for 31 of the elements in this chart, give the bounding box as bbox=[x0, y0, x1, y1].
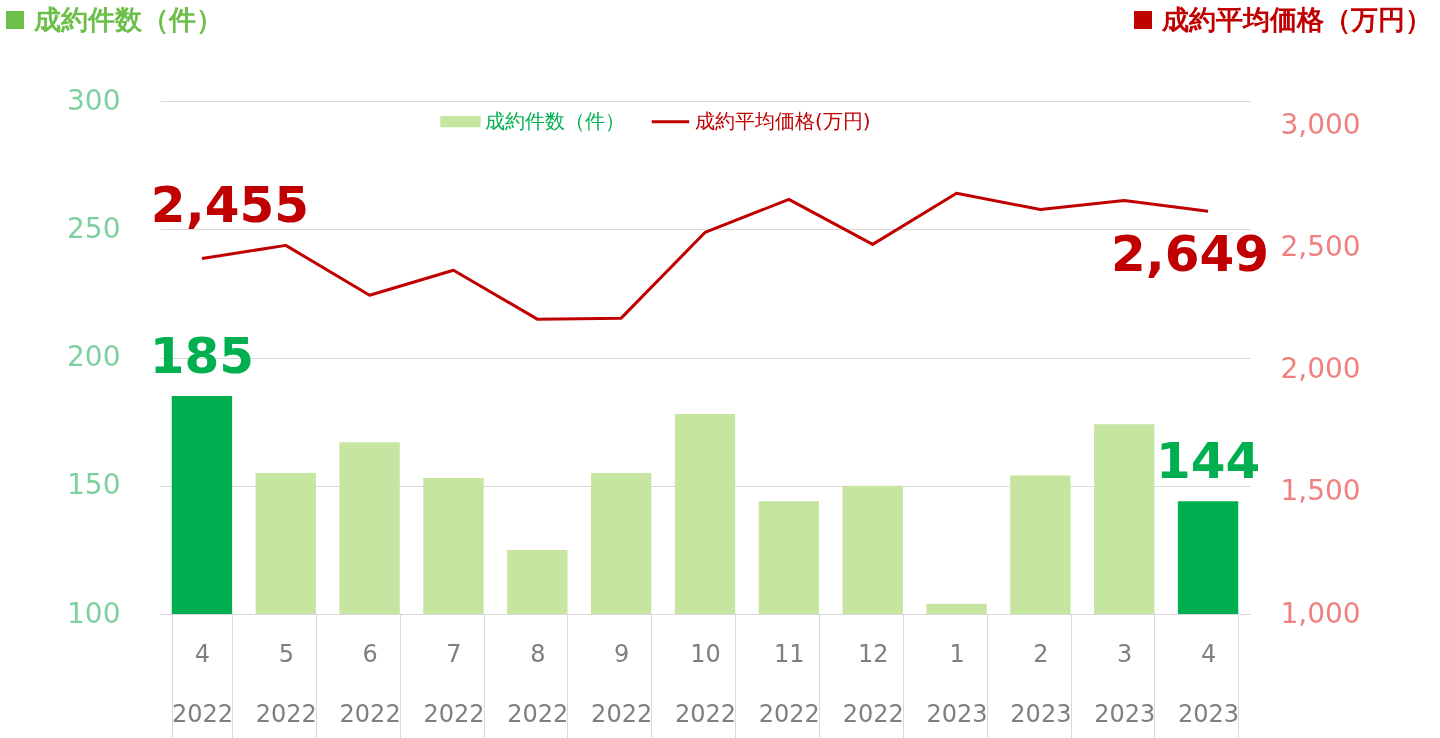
y-tick-label: 300 bbox=[67, 83, 121, 117]
data-label: 2,455 bbox=[150, 175, 309, 234]
category-label: 2 2023 bbox=[1010, 639, 1072, 728]
legend-label: 成約平均価格(万円) bbox=[695, 108, 871, 133]
y-tick-label: 250 bbox=[67, 211, 121, 245]
y2-tick-label: 1,500 bbox=[1280, 474, 1361, 508]
category-label: 8 2022 bbox=[507, 639, 569, 728]
y-tick-label: 200 bbox=[67, 340, 121, 373]
data-label: 185 bbox=[149, 326, 255, 385]
category-label: 6 2022 bbox=[339, 639, 401, 728]
category-label: 3 2023 bbox=[1094, 639, 1156, 728]
y-tick-label: 150 bbox=[67, 468, 121, 502]
y2-tick-label: 3,000 bbox=[1280, 107, 1361, 141]
category-label: 1 2023 bbox=[926, 639, 988, 728]
category-label: 7 2022 bbox=[423, 639, 485, 728]
legend-label: 成約件数（件） bbox=[485, 108, 625, 133]
y-tick-label: 100 bbox=[67, 596, 121, 630]
category-label: 10 2022 bbox=[674, 639, 737, 728]
y2-tick-label: 2,500 bbox=[1280, 230, 1361, 264]
category-label: 4 2022 bbox=[171, 639, 233, 728]
category-label: 9 2022 bbox=[591, 639, 653, 728]
category-label: 12 2022 bbox=[842, 639, 904, 728]
y2-axis-title: 成約平均価格（万円） bbox=[1162, 3, 1432, 37]
y2-tick-label: 1,000 bbox=[1280, 596, 1361, 630]
data-label: 144 bbox=[1155, 432, 1261, 491]
y2-tick-label: 2,000 bbox=[1280, 352, 1361, 386]
y-axis-title: 成約件数（件） bbox=[34, 3, 223, 37]
category-label: 11 2022 bbox=[758, 639, 820, 728]
category-label: 5 2022 bbox=[255, 639, 317, 728]
category-label: 4 2023 bbox=[1178, 639, 1240, 728]
data-label: 2,649 bbox=[1111, 225, 1270, 284]
